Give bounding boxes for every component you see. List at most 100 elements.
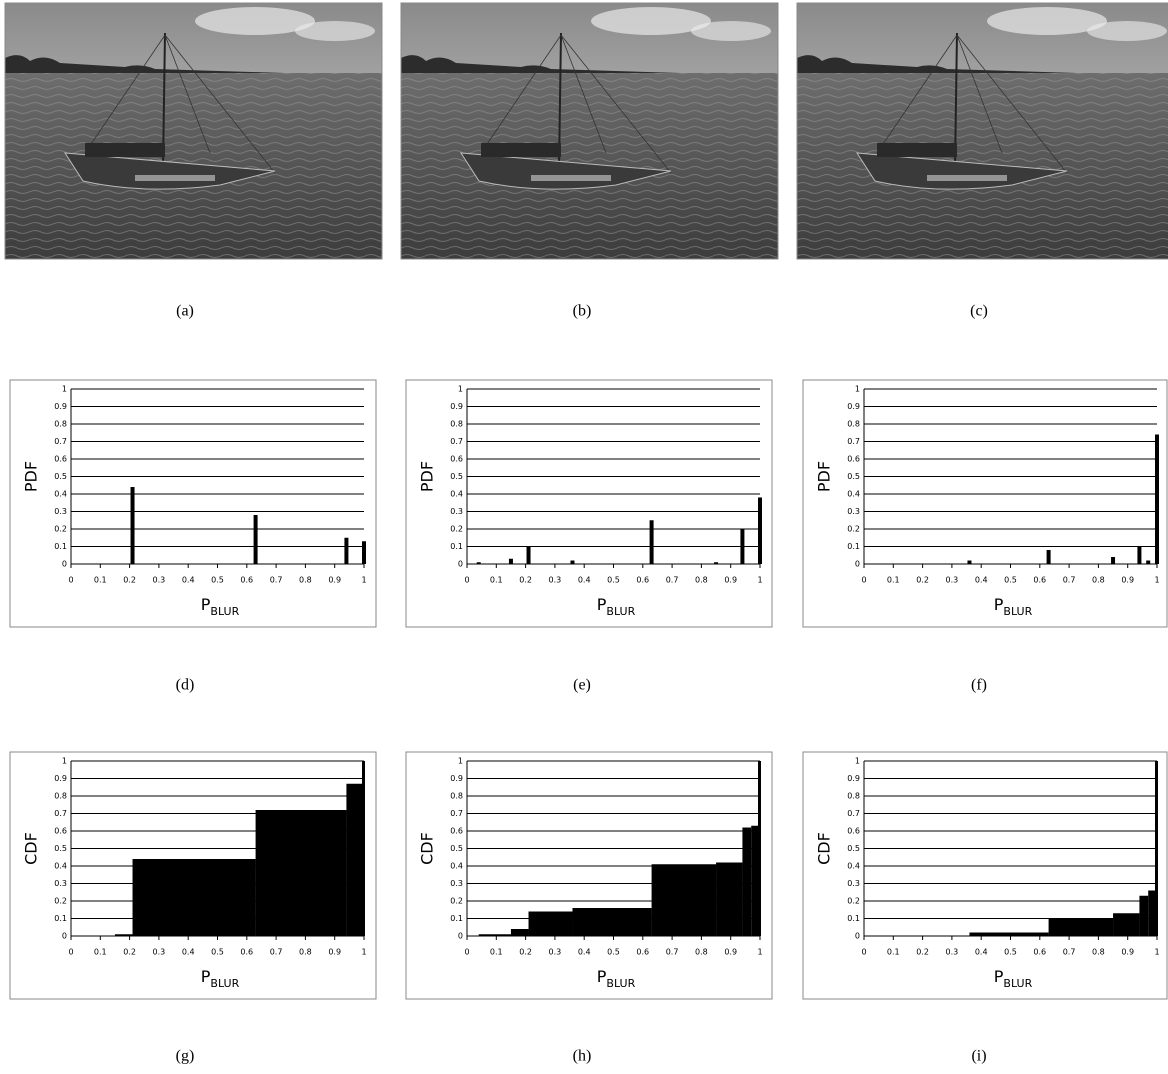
y-tick-label: 0.5 (847, 844, 860, 853)
photo (400, 2, 779, 260)
y-tick-label: 1 (855, 757, 860, 766)
photo-content (4, 2, 383, 260)
x-tick-label: 1 (361, 576, 366, 585)
y-tick-label: 1 (458, 385, 463, 394)
step (528, 911, 573, 936)
y-tick-label: 0.1 (450, 914, 463, 923)
bar (740, 529, 745, 564)
y-tick-label: 0.1 (54, 542, 67, 551)
x-tick-label: 0.3 (153, 948, 166, 957)
y-tick-label: 0.5 (54, 844, 67, 853)
bar (253, 515, 258, 564)
y-tick-label: 0.3 (847, 879, 860, 888)
x-tick-label: 1 (1154, 948, 1159, 957)
y-tick-label: 0 (855, 560, 860, 569)
x-axis-label: PBLUR (994, 967, 1033, 990)
x-tick-label: 0.1 (94, 576, 107, 585)
y-tick-label: 0.1 (450, 542, 463, 551)
photo-content (400, 2, 779, 260)
y-tick-label: 0.1 (847, 914, 860, 923)
bar (362, 541, 366, 564)
x-tick-label: 0 (68, 948, 73, 957)
x-tick-label: 0.4 (975, 576, 988, 585)
x-tick-label: 0.6 (636, 576, 649, 585)
y-tick-label: 0.2 (54, 897, 67, 906)
y-axis-label: PDF (22, 461, 41, 492)
x-tick-label: 0.2 (123, 948, 136, 957)
x-tick-label: 0 (464, 576, 469, 585)
x-axis-label: PBLUR (201, 595, 240, 618)
x-axis-label-sub: BLUR (210, 605, 239, 618)
x-tick-label: 0.5 (211, 576, 224, 585)
chart-frame (802, 751, 1168, 1000)
y-tick-label: 0.4 (54, 490, 67, 499)
y-tick-label: 0.9 (450, 774, 463, 783)
y-tick-label: 0.6 (54, 827, 67, 836)
caption: (a) (176, 303, 194, 320)
y-tick-label: 0 (458, 560, 463, 569)
y-tick-label: 0.4 (450, 490, 463, 499)
bar (1155, 434, 1159, 564)
caption: (f) (971, 677, 987, 694)
x-tick-label: 0.6 (1033, 948, 1046, 957)
x-tick-label: 0.7 (1063, 948, 1076, 957)
y-axis-label: PDF (418, 461, 437, 492)
photo-content (796, 2, 1168, 260)
bar (967, 560, 972, 564)
y-tick-label: 0.9 (54, 402, 67, 411)
x-tick-label: 0.9 (1121, 576, 1134, 585)
step (716, 862, 743, 936)
y-tick-label: 0.5 (54, 472, 67, 481)
x-tick-label: 0 (68, 576, 73, 585)
x-axis-label-sub: BLUR (606, 977, 635, 990)
x-axis-label-main: P (201, 595, 211, 614)
x-tick-label: 0.8 (1092, 576, 1105, 585)
y-tick-label: 0.6 (54, 455, 67, 464)
y-tick-label: 0.7 (450, 809, 463, 818)
x-tick-label: 0 (861, 576, 866, 585)
step (478, 934, 511, 936)
y-tick-label: 0.5 (450, 472, 463, 481)
step (1048, 918, 1114, 936)
x-tick-label: 0.5 (1004, 576, 1017, 585)
x-tick-label: 0.9 (328, 576, 341, 585)
caption: (c) (970, 303, 988, 320)
bar (570, 560, 575, 564)
x-tick-label: 0.1 (94, 948, 107, 957)
y-tick-label: 0.3 (450, 879, 463, 888)
y-tick-label: 0.4 (450, 862, 463, 871)
y-tick-label: 0.9 (450, 402, 463, 411)
x-axis-label-main: P (597, 595, 607, 614)
x-axis-label-main: P (201, 967, 211, 986)
y-tick-label: 0.8 (450, 420, 463, 429)
step (362, 761, 365, 936)
x-tick-label: 0.3 (153, 576, 166, 585)
y-tick-label: 0.3 (54, 507, 67, 516)
x-tick-label: 0.6 (240, 948, 253, 957)
x-tick-label: 0 (464, 948, 469, 957)
x-tick-label: 0.8 (1092, 948, 1105, 957)
y-tick-label: 0.2 (847, 525, 860, 534)
x-tick-label: 1 (757, 948, 762, 957)
step (1155, 761, 1158, 936)
caption: (h) (573, 1048, 592, 1065)
bar (526, 546, 531, 564)
y-tick-label: 0.1 (54, 914, 67, 923)
y-tick-label: 0.1 (847, 542, 860, 551)
x-axis-label-sub: BLUR (606, 605, 635, 618)
y-tick-label: 1 (855, 385, 860, 394)
x-axis-label-main: P (994, 595, 1004, 614)
bar (1046, 550, 1051, 564)
x-axis-label: PBLUR (994, 595, 1033, 618)
y-tick-label: 0.8 (54, 420, 67, 429)
chart-frame (802, 379, 1168, 628)
x-axis-label: PBLUR (201, 967, 240, 990)
caption: (e) (573, 677, 591, 694)
y-tick-label: 0.2 (450, 897, 463, 906)
caption: (b) (573, 303, 592, 320)
x-axis-label: PBLUR (597, 595, 636, 618)
y-tick-label: 0.2 (450, 525, 463, 534)
bar (649, 520, 654, 564)
bar (714, 562, 719, 564)
